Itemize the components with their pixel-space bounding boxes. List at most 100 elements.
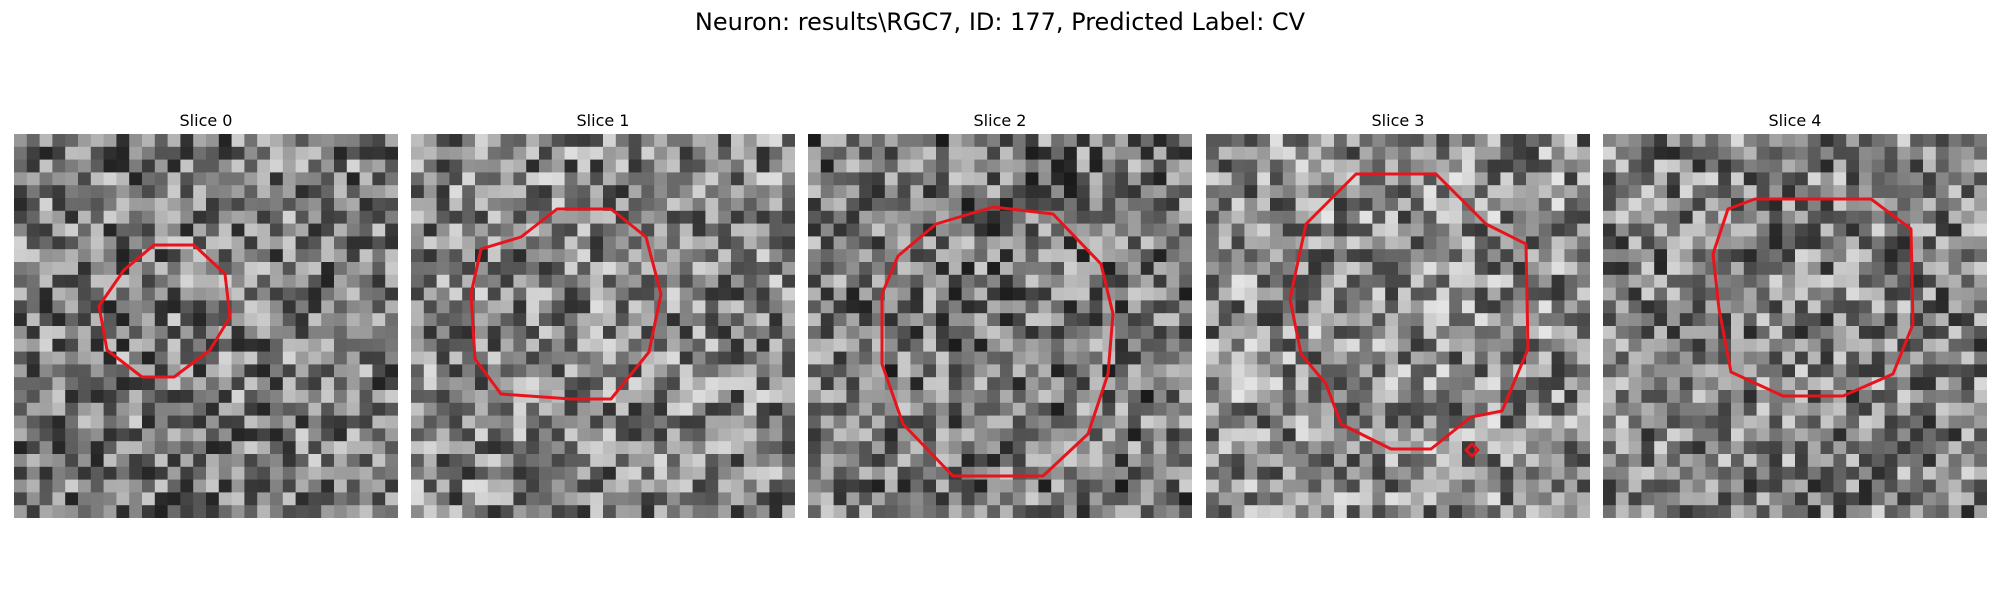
pixel bbox=[78, 236, 92, 250]
pixel bbox=[1206, 492, 1220, 506]
pixel bbox=[910, 287, 924, 301]
pixel bbox=[39, 428, 53, 442]
pixel bbox=[718, 134, 732, 148]
pixel bbox=[1948, 338, 1962, 353]
pixel bbox=[1641, 185, 1655, 199]
pixel bbox=[167, 377, 181, 391]
pixel bbox=[244, 300, 258, 314]
pixel bbox=[1820, 236, 1834, 250]
pixel bbox=[1334, 146, 1348, 161]
pixel bbox=[961, 159, 975, 173]
pixel bbox=[1603, 492, 1617, 506]
pixel bbox=[833, 326, 847, 340]
pixel bbox=[1935, 326, 1950, 340]
pixel bbox=[743, 274, 758, 289]
pixel bbox=[1372, 338, 1386, 353]
pixel bbox=[808, 441, 822, 455]
pixel bbox=[1231, 492, 1245, 506]
pixel bbox=[103, 185, 117, 199]
pixel bbox=[423, 505, 438, 518]
pixel bbox=[475, 326, 489, 340]
pixel bbox=[833, 402, 847, 417]
pixel bbox=[1218, 364, 1233, 378]
pixel bbox=[1884, 377, 1898, 391]
pixel bbox=[1615, 274, 1630, 289]
pixel bbox=[1449, 479, 1463, 493]
pixel bbox=[1179, 338, 1192, 353]
pixel bbox=[78, 505, 92, 518]
pixel bbox=[1076, 210, 1091, 225]
pixel bbox=[1257, 313, 1271, 327]
pixel bbox=[526, 146, 540, 161]
pixel bbox=[872, 454, 886, 468]
pixel bbox=[577, 505, 591, 518]
pixel bbox=[974, 262, 988, 276]
pixel bbox=[1346, 198, 1361, 212]
pixel bbox=[218, 428, 233, 442]
pixel bbox=[577, 415, 591, 429]
pixel bbox=[1218, 159, 1233, 173]
pixel bbox=[1705, 210, 1719, 225]
pixel bbox=[551, 134, 566, 148]
pixel bbox=[1884, 172, 1898, 186]
pixel bbox=[1474, 287, 1489, 301]
pixel bbox=[1206, 364, 1220, 378]
pixel bbox=[462, 172, 476, 186]
pixel bbox=[257, 262, 271, 276]
pixel bbox=[513, 262, 527, 276]
pixel bbox=[1884, 466, 1898, 481]
pixel bbox=[1705, 377, 1719, 391]
pixel bbox=[884, 466, 899, 481]
pixel bbox=[1038, 479, 1052, 493]
pixel bbox=[1897, 402, 1911, 417]
pixel bbox=[1372, 390, 1386, 404]
pixel bbox=[718, 454, 732, 468]
pixel bbox=[1462, 274, 1476, 289]
pixel bbox=[564, 274, 578, 289]
pixel bbox=[78, 300, 92, 314]
pixel bbox=[1153, 198, 1167, 212]
pixel bbox=[948, 262, 963, 276]
pixel bbox=[859, 390, 873, 404]
pixel bbox=[910, 262, 924, 276]
pixel bbox=[1743, 159, 1758, 173]
pixel bbox=[14, 236, 28, 250]
pixel bbox=[731, 377, 745, 391]
pixel bbox=[692, 377, 706, 391]
pixel bbox=[346, 262, 361, 276]
pixel bbox=[308, 377, 322, 391]
pixel bbox=[308, 134, 322, 148]
pixel bbox=[1551, 223, 1565, 237]
pixel bbox=[308, 479, 322, 493]
pixel bbox=[500, 134, 514, 148]
pixel bbox=[1102, 479, 1116, 493]
pixel bbox=[1769, 274, 1783, 289]
pixel bbox=[449, 236, 463, 250]
pixel bbox=[1641, 198, 1655, 212]
pixel bbox=[1321, 364, 1335, 378]
pixel bbox=[526, 210, 540, 225]
pixel bbox=[1487, 313, 1501, 327]
pixel bbox=[1846, 185, 1860, 199]
pixel bbox=[987, 146, 1001, 161]
pixel bbox=[1102, 210, 1116, 225]
pixel bbox=[1974, 377, 1987, 391]
pixel bbox=[295, 479, 309, 493]
pixel bbox=[1961, 390, 1975, 404]
pixel bbox=[1064, 146, 1078, 161]
pixel bbox=[1257, 505, 1271, 518]
pixel bbox=[116, 313, 130, 327]
pixel bbox=[1667, 159, 1681, 173]
pixel bbox=[1257, 146, 1271, 161]
pixel bbox=[231, 479, 245, 493]
pixel bbox=[154, 402, 169, 417]
pixel bbox=[1974, 466, 1987, 481]
pixel bbox=[475, 479, 489, 493]
pixel bbox=[1577, 454, 1590, 468]
pixel bbox=[1308, 351, 1322, 365]
pixel bbox=[103, 223, 117, 237]
pixel bbox=[1064, 134, 1078, 148]
pixel bbox=[423, 364, 438, 378]
pixel bbox=[1089, 300, 1103, 314]
pixel bbox=[936, 377, 950, 391]
